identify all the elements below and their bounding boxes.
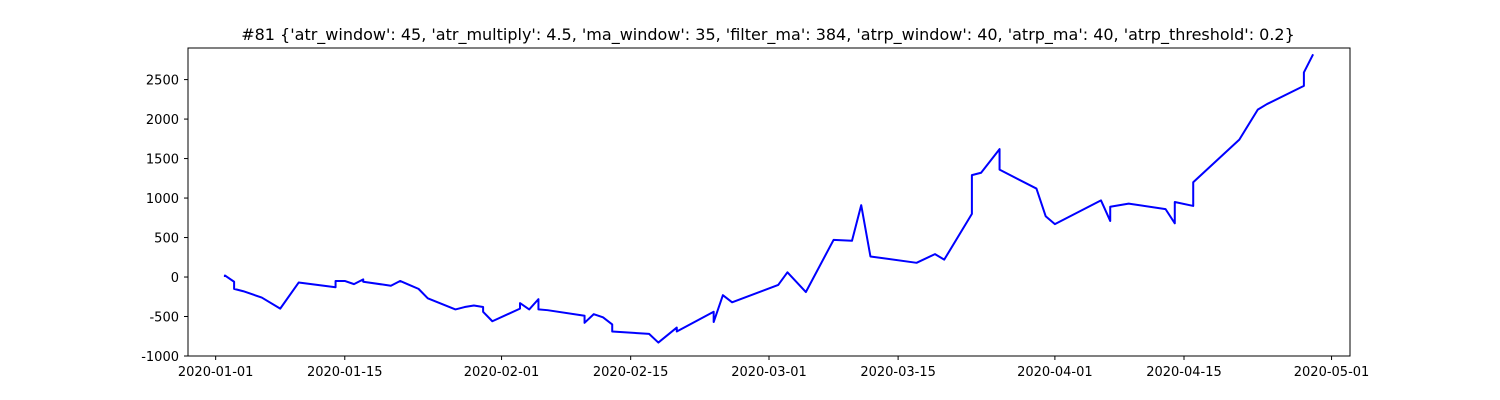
x-tick-label: 2020-01-15 — [307, 365, 383, 380]
series-layer — [223, 53, 1315, 344]
chart-title: #81 {'atr_window': 45, 'atr_multiply': 4… — [241, 25, 1295, 45]
plot-frame — [187, 47, 1351, 357]
series-line — [223, 53, 1315, 344]
x-tick-label: 2020-04-01 — [1017, 365, 1093, 380]
x-tick-label: 2020-02-15 — [593, 365, 669, 380]
y-tick-label: 1000 — [146, 192, 179, 207]
y-tick-label: 2500 — [146, 74, 179, 89]
x-tick-label: 2020-05-01 — [1294, 365, 1370, 380]
y-tick-label: -500 — [149, 311, 179, 326]
y-tick-label: -1000 — [141, 350, 179, 365]
y-tick-label: 0 — [171, 271, 179, 286]
x-tick-label: 2020-03-15 — [860, 365, 936, 380]
x-tick-label: 2020-02-01 — [464, 365, 540, 380]
x-tick-label: 2020-01-01 — [178, 365, 254, 380]
y-tick-label: 1500 — [146, 153, 179, 168]
axis-ticks: -1000 -500 0 500 1000 1500 2000 2500 2020-01-01 2… — [141, 74, 1369, 380]
x-tick-label: 2020-04-15 — [1146, 365, 1222, 380]
x-tick-label: 2020-03-01 — [731, 365, 807, 380]
y-tick-label: 2000 — [146, 113, 179, 128]
y-tick-label: 500 — [154, 232, 179, 247]
